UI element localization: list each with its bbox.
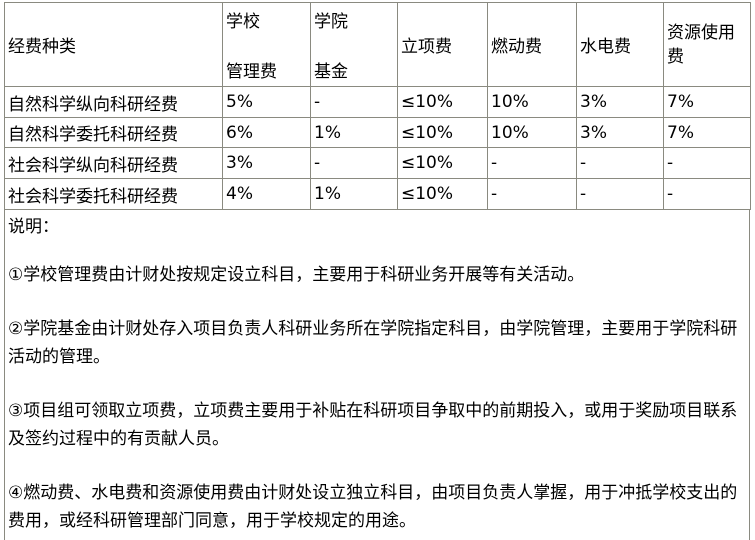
- cell-value: 10%: [491, 92, 529, 112]
- table-cell: 自然科学纵向科研经费: [4, 86, 223, 118]
- cell-value: -: [491, 153, 498, 173]
- cell-value: -: [667, 184, 674, 204]
- table-cell: -: [576, 147, 664, 179]
- cell-value: 社会科学委托科研经费: [8, 186, 178, 207]
- cell-value: 5%: [226, 92, 253, 112]
- cell-value: ≤10%: [401, 184, 454, 204]
- notes-title: 说明：: [8, 217, 59, 237]
- cell-value: 自然科学委托科研经费: [8, 125, 178, 145]
- header-label: 经费种类: [8, 37, 76, 57]
- notes-section: 说明： ①学校管理费由计财处按规定设立科目，主要用于科研业务开展等有关活动。 ②…: [4, 209, 750, 540]
- header-label: 资源使用费: [667, 22, 735, 67]
- header-cell: 学校 管理费: [222, 2, 311, 87]
- note-item: ②学院基金由计财处存入项目负责人科研业务所在学院指定科目，由学院管理，主要用于学…: [8, 319, 738, 367]
- table-cell: -: [310, 147, 398, 179]
- table-cell: -: [487, 178, 577, 210]
- header-cell: 学院 基金: [310, 2, 398, 87]
- cell-value: -: [491, 184, 498, 204]
- cell-value: -: [314, 92, 321, 112]
- cell-value: 自然科学纵向科研经费: [8, 94, 178, 115]
- cell-value: 1%: [314, 122, 341, 143]
- table-cell: 3%: [576, 117, 664, 148]
- table-cell: 10%: [487, 86, 577, 118]
- cell-value: 社会科学纵向科研经费: [8, 155, 178, 176]
- header-cell: 经费种类: [4, 2, 223, 87]
- note-item: ①学校管理费由计财处按规定设立科目，主要用于科研业务开展等有关活动。: [8, 265, 585, 285]
- table-cell: -: [310, 86, 398, 118]
- table-cell: 社会科学委托科研经费: [4, 178, 223, 210]
- note-item: ④燃动费、水电费和资源使用费由计财处设立独立科目，由项目负责人掌握，用于冲抵学校…: [8, 483, 738, 531]
- table-cell: 10%: [487, 117, 577, 148]
- header-cell: 立项费: [397, 2, 488, 87]
- table-cell: 3%: [576, 86, 664, 118]
- table-cell: ≤10%: [397, 86, 488, 118]
- cell-value: 3%: [226, 153, 253, 173]
- header-label: 管理费: [226, 62, 277, 82]
- header-cell: 水电费: [576, 2, 664, 87]
- cell-value: ≤10%: [401, 153, 454, 173]
- header-label: 水电费: [580, 37, 631, 57]
- cell-value: 10%: [491, 122, 529, 143]
- cell-value: -: [314, 153, 321, 173]
- cell-value: -: [580, 184, 587, 204]
- cell-value: 3%: [580, 122, 607, 143]
- table-cell: 社会科学纵向科研经费: [4, 147, 223, 179]
- cell-value: 6%: [226, 122, 253, 143]
- header-cell: 燃动费: [487, 2, 577, 87]
- table-cell: 7%: [663, 117, 751, 148]
- table-cell: -: [487, 147, 577, 179]
- header-label: 学校: [226, 12, 260, 32]
- table-cell: -: [663, 178, 751, 210]
- header-label: 学院: [314, 12, 348, 32]
- table-cell: 6%: [222, 117, 311, 148]
- table-cell: 1%: [310, 117, 398, 148]
- header-cell: 资源使用费: [663, 2, 751, 87]
- table-cell: 3%: [222, 147, 311, 179]
- note-item: ③项目组可领取立项费，立项费主要用于补贴在科研项目争取中的前期投入，或用于奖励项…: [8, 401, 738, 449]
- cell-value: ≤10%: [401, 122, 454, 143]
- cell-value: 7%: [667, 122, 694, 143]
- cell-value: 3%: [580, 92, 607, 112]
- table-cell: 1%: [310, 178, 398, 210]
- cell-value: 7%: [667, 92, 694, 112]
- table-cell: ≤10%: [397, 147, 488, 179]
- cell-value: -: [580, 153, 587, 173]
- table-cell: 5%: [222, 86, 311, 118]
- table-cell: ≤10%: [397, 117, 488, 148]
- table-cell: 7%: [663, 86, 751, 118]
- table-cell: 4%: [222, 178, 311, 210]
- cell-value: ≤10%: [401, 92, 454, 112]
- cell-value: 1%: [314, 184, 341, 204]
- header-label: 基金: [314, 62, 348, 82]
- header-label: 燃动费: [491, 37, 542, 57]
- table-cell: -: [663, 147, 751, 179]
- table-cell: ≤10%: [397, 178, 488, 210]
- cell-value: 4%: [226, 184, 253, 204]
- cell-value: -: [667, 153, 674, 173]
- table-cell: -: [576, 178, 664, 210]
- header-label: 立项费: [401, 37, 452, 57]
- table-cell: 自然科学委托科研经费: [4, 117, 223, 148]
